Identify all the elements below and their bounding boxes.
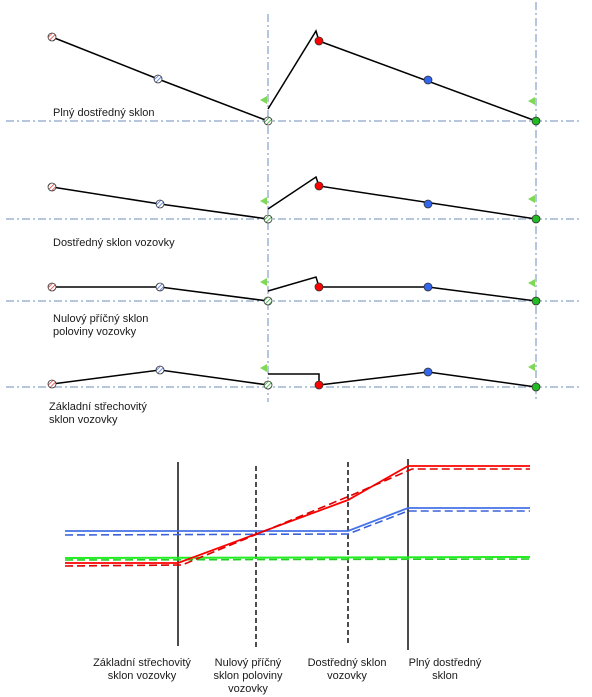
station-label: Plný dostředný bbox=[409, 657, 482, 669]
green-edge-line-dashed bbox=[64, 558, 531, 561]
red-edge-line bbox=[65, 465, 530, 564]
hatched-green-point bbox=[263, 296, 273, 306]
blue-edge-line bbox=[65, 507, 530, 532]
red-point bbox=[314, 181, 324, 191]
hatched-blue-point bbox=[155, 199, 165, 209]
flag-icon bbox=[260, 364, 267, 372]
hatched-red-point bbox=[47, 182, 57, 192]
profile-line bbox=[268, 371, 537, 388]
station-label: vozovky bbox=[228, 683, 268, 695]
profile-line bbox=[267, 175, 537, 220]
green-point bbox=[531, 214, 541, 224]
hatched-green-point bbox=[263, 214, 273, 224]
profile-basic-crown: Základní střechovitý sklon vozovky bbox=[47, 363, 541, 426]
hatched-green-point bbox=[263, 116, 273, 126]
red-edge-line-dashed bbox=[64, 468, 530, 567]
green-point bbox=[531, 296, 541, 306]
profile-label: poloviny vozovky bbox=[53, 326, 137, 338]
profile-label: sklon vozovky bbox=[49, 414, 118, 426]
flag-icon bbox=[528, 279, 535, 287]
profile-label: Nulový příčný sklon bbox=[53, 313, 148, 325]
station-label: sklon poloviny bbox=[213, 670, 283, 682]
profile-zero-crossfall: Nulový příčný sklon poloviny vozovky bbox=[47, 276, 541, 338]
hatched-blue-point bbox=[155, 365, 165, 375]
blue-point bbox=[423, 75, 433, 85]
profile-label: Dostředný sklon vozovky bbox=[53, 237, 175, 249]
blue-edge-line-dashed bbox=[64, 510, 530, 536]
red-point bbox=[314, 282, 324, 292]
hatched-green-point bbox=[263, 380, 273, 390]
profile-label: Plný dostředný sklon bbox=[53, 107, 155, 119]
blue-point bbox=[423, 282, 433, 292]
profile-label: Základní střechovitý bbox=[49, 401, 147, 413]
hatched-red-point bbox=[47, 32, 57, 42]
transition-diagram: Základní střechovitý sklon vozovky Nulov… bbox=[64, 459, 531, 695]
profile-line bbox=[267, 276, 537, 302]
flag-icon bbox=[528, 97, 535, 105]
profile-full-superelevation: Plný dostředný sklon bbox=[47, 29, 541, 126]
station-label: Nulový příčný bbox=[215, 657, 282, 669]
red-point bbox=[314, 36, 324, 46]
hatched-blue-point bbox=[153, 74, 163, 84]
station-label: sklon vozovky bbox=[108, 670, 177, 682]
station-label: vozovky bbox=[327, 670, 367, 682]
flag-icon bbox=[528, 363, 535, 371]
hatched-red-point bbox=[47, 379, 57, 389]
profile-line bbox=[267, 29, 537, 122]
flag-icon bbox=[260, 96, 267, 104]
profile-superelevation: Dostředný sklon vozovky bbox=[47, 175, 541, 249]
green-point bbox=[531, 116, 541, 126]
green-point bbox=[531, 382, 541, 392]
blue-point bbox=[423, 367, 433, 377]
hatched-blue-point bbox=[155, 282, 165, 292]
green-edge-line bbox=[64, 556, 531, 559]
flag-icon bbox=[528, 195, 535, 203]
station-label: Základní střechovitý bbox=[93, 657, 191, 669]
station-label: sklon bbox=[432, 670, 458, 682]
red-point bbox=[314, 380, 324, 390]
flag-icon bbox=[260, 278, 267, 286]
blue-point bbox=[423, 199, 433, 209]
flag-icon bbox=[260, 197, 267, 205]
hatched-red-point bbox=[47, 282, 57, 292]
station-label: Dostředný sklon bbox=[308, 657, 387, 669]
